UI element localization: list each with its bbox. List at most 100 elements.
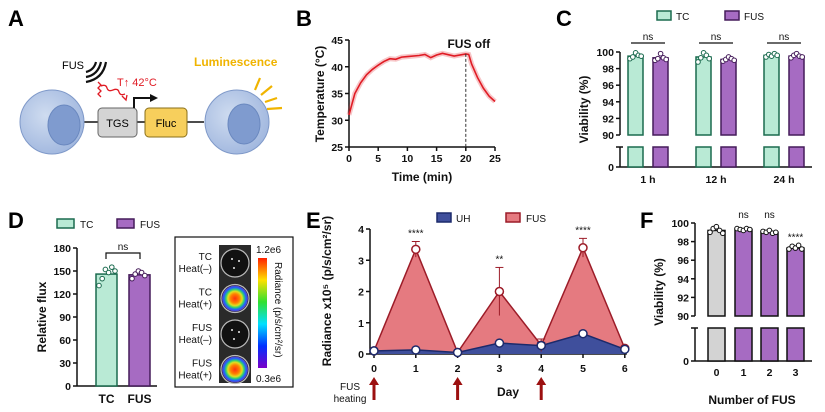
heat-label: T↑ 42°C xyxy=(117,77,157,89)
d-bar-fus xyxy=(128,274,151,387)
well-group-label: FUS xyxy=(192,323,212,334)
d-significance-label: ns xyxy=(118,242,129,253)
well xyxy=(220,248,250,278)
luminescence-signal xyxy=(222,285,248,312)
e-significance-label: **** xyxy=(408,229,424,240)
well xyxy=(220,319,250,349)
e-significance-label: ** xyxy=(496,254,504,265)
d-significance-bracket xyxy=(105,252,141,259)
bioluminescence-image-inset: 1.2e6 0.3e6 Radiance (p/s/cm²/sr) xyxy=(174,236,294,388)
f-x-tick-label: 0 xyxy=(714,367,720,379)
y-tick-label: 96 xyxy=(602,80,614,92)
f-data-point xyxy=(747,226,753,233)
f-bar-lower xyxy=(760,327,779,362)
tgs-label: TGS xyxy=(106,118,129,130)
panel-label-b: B xyxy=(296,6,312,31)
b-x-tick-label: 15 xyxy=(431,153,443,165)
c-legend-label-tc: TC xyxy=(676,12,689,23)
luminescence-signal xyxy=(222,356,248,383)
f-bar xyxy=(786,247,805,317)
schematic-diagram: TGS Fluc FUS T↑ 42°C Luminescence xyxy=(19,55,283,155)
well-dot xyxy=(233,338,235,340)
cell-left-icon xyxy=(19,89,85,155)
well-dot xyxy=(238,331,240,333)
y-tick-label: 98 xyxy=(677,237,689,249)
f-data-point xyxy=(707,229,713,236)
c-bar-tc-lower xyxy=(763,146,780,168)
f-data-point xyxy=(795,242,802,249)
d-data-point xyxy=(129,275,135,282)
e-data-point-fus xyxy=(411,244,421,255)
e-y-tick-label: 2 xyxy=(358,287,364,299)
b-x-tick-label: 25 xyxy=(489,153,501,165)
colorbar-min: 0.3e6 xyxy=(256,374,281,385)
d-legend-swatch-tc xyxy=(56,218,75,229)
c-data-point xyxy=(706,55,713,62)
colorbar-label: Radiance (p/s/cm²/sr) xyxy=(272,262,283,358)
e-x-tick-label: 2 xyxy=(455,363,461,375)
e-x-axis-label: Day xyxy=(497,385,519,399)
c-bar-tc xyxy=(627,55,644,136)
e-data-point-uh xyxy=(369,346,379,356)
d-bar-tc xyxy=(95,273,118,387)
b-y-tick-label: 40 xyxy=(331,62,343,74)
c-bar-fus xyxy=(652,57,669,136)
d-x-tick-label: FUS xyxy=(128,392,152,406)
e-data-point-uh xyxy=(411,345,421,355)
y-tick-label: 94 xyxy=(602,97,614,109)
d-data-point xyxy=(102,266,109,273)
well-heat-label: Heat(+) xyxy=(178,371,212,382)
f-x-axis-label: Number of FUS xyxy=(708,393,795,407)
heating-arrow-icon xyxy=(369,377,379,400)
heating-arrow-icon xyxy=(452,377,463,400)
c-bar-fus-lower xyxy=(788,146,805,168)
c-x-tick-label: 12 h xyxy=(705,174,726,186)
y-tick-label: 98 xyxy=(602,64,614,76)
e-x-tick-label: 3 xyxy=(496,363,502,375)
c-data-point xyxy=(655,55,661,62)
c-x-tick-label: 1 h xyxy=(640,174,655,186)
f-bar-lower xyxy=(734,327,753,362)
well-heat-label: Heat(–) xyxy=(179,335,212,346)
e-y-axis-label: Radiance x10⁵ (p/s/cm²/sr) xyxy=(320,216,334,366)
d-legend-label-tc: TC xyxy=(80,220,93,231)
c-data-point xyxy=(698,55,704,61)
c-bar-fus xyxy=(720,58,737,136)
d-y-tick-label: 180 xyxy=(53,243,71,255)
light-rays-icon xyxy=(253,77,283,111)
well-dot xyxy=(231,329,233,331)
c-data-point xyxy=(799,54,806,60)
panel-label-f: F xyxy=(640,208,653,233)
y-tick-label: 92 xyxy=(677,292,689,304)
e-x-tick-label: 1 xyxy=(413,363,419,375)
c-bar-tc xyxy=(695,56,712,136)
d-data-point xyxy=(138,269,145,276)
e-legend-label-uh: UH xyxy=(456,214,470,225)
panel-label-d: D xyxy=(8,208,24,233)
e-data-point-uh xyxy=(578,328,588,339)
c-legend-swatch-tc xyxy=(656,10,672,21)
f-data-point xyxy=(799,246,805,252)
well-heat-label: Heat(–) xyxy=(179,264,212,275)
heat-wave-icon xyxy=(97,81,126,98)
e-y-tick-label: 1 xyxy=(358,318,364,330)
d-y-tick-label: 90 xyxy=(59,312,71,324)
c-bar-fus-lower xyxy=(720,146,737,168)
e-data-point-fus xyxy=(494,286,505,297)
d-legend-swatch-fus xyxy=(116,218,135,229)
c-data-point xyxy=(630,54,636,60)
e-legend-swatch-fus xyxy=(505,212,521,223)
c-legend-label-fus: FUS xyxy=(744,12,764,23)
f-x-tick-label: 1 xyxy=(741,367,747,379)
d-data-point xyxy=(142,272,148,279)
fluc-box xyxy=(144,107,188,138)
b-x-tick-label: 5 xyxy=(375,153,381,165)
heating-arrow-icon xyxy=(536,377,547,400)
y-tick-label: 94 xyxy=(677,274,689,286)
colorbar-max: 1.2e6 xyxy=(256,245,281,256)
y-tick-label: 0 xyxy=(608,162,614,174)
b-temperature-line xyxy=(348,52,496,116)
tgs-box xyxy=(97,107,138,138)
f-significance-label: **** xyxy=(788,233,804,244)
